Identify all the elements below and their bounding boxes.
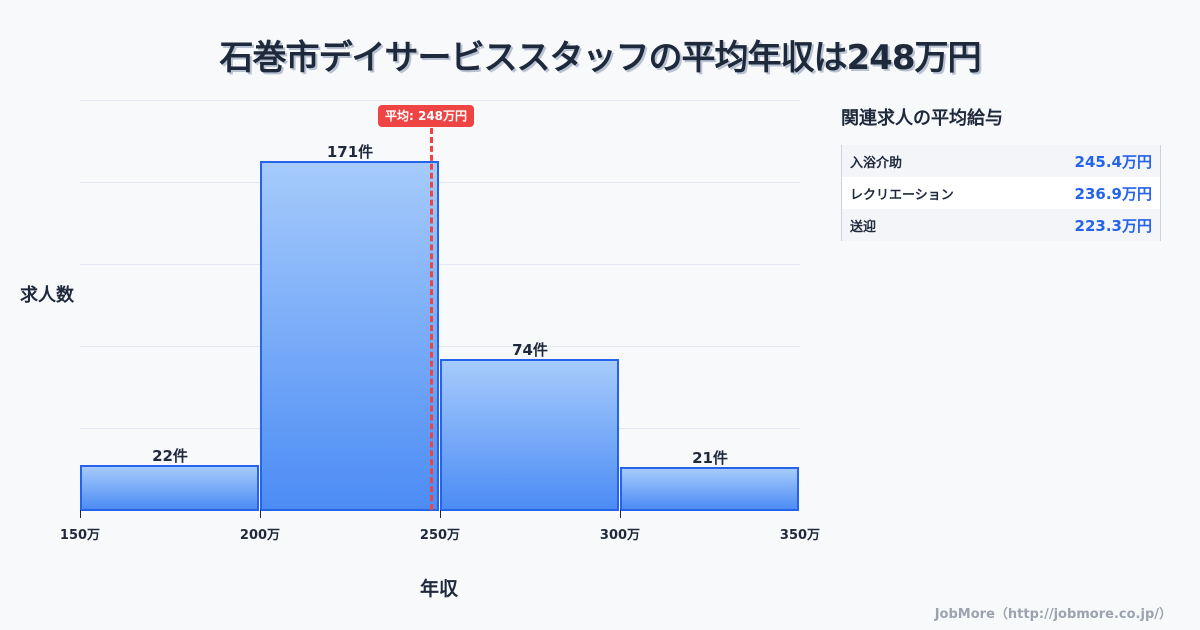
- x-tick: [620, 510, 621, 518]
- average-line: [430, 128, 433, 510]
- job-salary: 236.9万円: [1074, 184, 1152, 203]
- bar-value-label: 74件: [512, 341, 548, 359]
- x-tick-label: 200万: [239, 528, 281, 543]
- table-row: レクリエーション 236.9万円: [842, 177, 1160, 209]
- bar-150-200: [80, 465, 259, 511]
- x-tick-label: 350万: [779, 528, 821, 543]
- job-salary: 245.4万円: [1074, 152, 1152, 171]
- bar-250-300: [440, 359, 619, 511]
- job-salary: 223.3万円: [1074, 216, 1152, 235]
- x-tick-label: 250万: [419, 528, 461, 543]
- gridline: [80, 182, 800, 183]
- table-row: 送迎 223.3万円: [842, 209, 1160, 241]
- bar-value-label: 22件: [152, 447, 188, 465]
- footer-credit: JobMore（http://jobmore.co.jp/）: [934, 607, 1172, 622]
- table-row: 入浴介助 245.4万円: [842, 145, 1160, 177]
- x-axis-label: 年収: [420, 578, 459, 600]
- x-tick: [260, 510, 261, 518]
- bar-value-label: 21件: [692, 449, 728, 467]
- bar-200-250: [260, 161, 439, 511]
- x-tick: [440, 510, 441, 518]
- bar-value-label: 171件: [326, 143, 374, 161]
- y-axis-label: 求人数: [20, 285, 74, 306]
- gridline: [80, 264, 800, 265]
- job-name: 送迎: [850, 219, 877, 235]
- page-title: 石巻市デイサービススタッフの平均年収は248万円: [219, 38, 982, 78]
- bar-300-350: [620, 467, 799, 511]
- gridline: [80, 346, 800, 347]
- gridline: [80, 100, 800, 101]
- x-tick-label: 150万: [59, 528, 101, 543]
- histogram-chart: 求人数 22件 171件 74件 21件 平均: 248万円 150万 200万…: [20, 100, 820, 600]
- x-tick: [80, 510, 81, 518]
- average-badge: 平均: 248万円: [378, 105, 475, 127]
- related-salary-title: 関連求人の平均給与: [841, 108, 1003, 129]
- job-name: レクリエーション: [850, 187, 954, 203]
- x-tick-label: 300万: [599, 528, 641, 543]
- related-salary-table: 入浴介助 245.4万円 レクリエーション 236.9万円 送迎 223.3万円: [841, 145, 1161, 241]
- job-name: 入浴介助: [850, 155, 903, 171]
